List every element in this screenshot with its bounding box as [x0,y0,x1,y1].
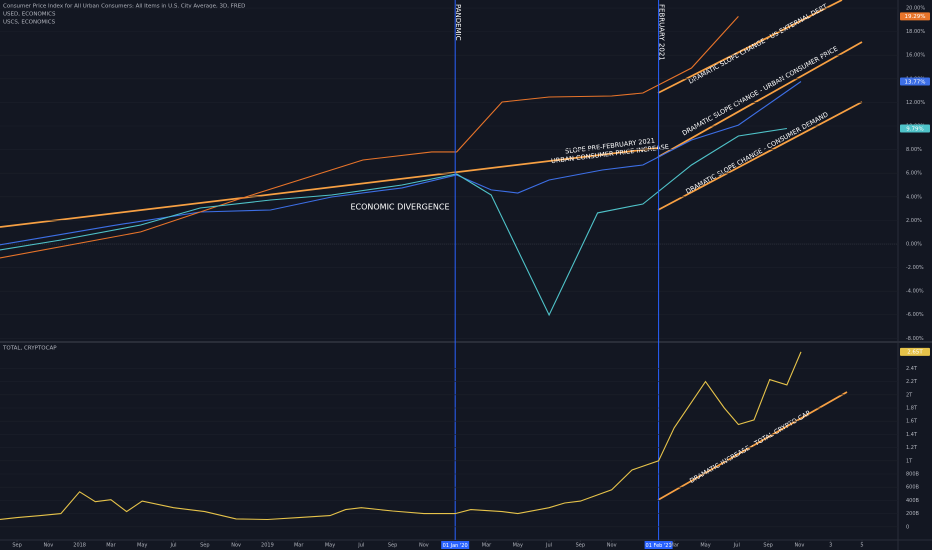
trend-line [657,0,843,94]
marker-text: PANDEMIC [454,4,462,41]
y-tick-label: 2.00% [906,218,922,224]
price-badge-label: 2.65T [907,350,923,356]
y-tick-label: 12.00% [906,100,925,106]
x-tick-label: 3 [829,543,832,549]
x-tick-label: May [325,543,335,549]
y-tick-label: -6.00% [906,312,924,318]
x-tick-label: Nov [231,543,241,549]
x-tick-label: Nov [419,543,429,549]
x-tick-label: 2018 [73,543,86,549]
y-tick-label: 2T [906,392,913,398]
y-tick-label: 1.4T [906,432,918,438]
y-tick-label: 1.2T [906,445,918,451]
x-tick-label: Sep [200,543,209,549]
x-tick-label: Mar [294,543,304,549]
y-tick-label: 18.00% [906,29,925,35]
y-tick-label: 1T [906,458,913,464]
x-tick-label: Sep [388,543,397,549]
x-tick-label: Jul [357,543,364,549]
y-tick-label: 1.6T [906,419,918,425]
price-badge [900,124,930,133]
x-tick-label: Nov [607,543,617,549]
annotation: ECONOMIC DIVERGENCE [350,203,449,212]
y-tick-label: -8.00% [906,336,924,342]
marker-label: 01 Jan '20 [443,543,468,549]
x-tick-label: Jul [733,543,740,549]
marker-badge [644,541,673,549]
x-tick-label: Sep [12,543,21,549]
x-tick-label: Nov [43,543,53,549]
legend-entry: USED, ECONOMICS [3,12,56,18]
price-badge-label: 9.79% [906,126,923,132]
legend-entry: Consumer Price Index for All Urban Consu… [3,4,245,10]
x-tick-label: Sep [763,543,772,549]
y-tick-label: 16.00% [906,53,925,59]
x-tick-label: May [137,543,147,549]
price-badge-label: 19.29% [905,14,926,20]
x-tick-label: Jul [545,543,552,549]
marker-label: 01 Feb '21 [646,543,672,549]
price-badge [900,347,930,356]
legend-entry: TOTAL, CRYPTOCAP [2,346,57,352]
y-tick-label: 2.4T [906,366,918,372]
y-tick-label: 0 [906,524,909,530]
marker-text: FEBRUARY 2021 [658,4,666,61]
y-tick-label: 800B [906,472,920,478]
x-tick-label: May [513,543,523,549]
y-tick-label: 400B [906,498,920,504]
y-tick-label: 4.00% [906,194,922,200]
y-tick-label: 200B [906,511,920,517]
series-line [0,127,787,317]
y-tick-label: 1.8T [906,406,918,412]
x-tick-label: 5 [860,543,863,549]
y-tick-label: 8.00% [906,147,922,153]
x-tick-label: Mar [106,543,116,549]
x-tick-label: Mar [670,543,680,549]
series-line [0,351,802,521]
x-tick-label: May [700,543,710,549]
trend-line [657,391,848,501]
marker-badge [441,541,470,549]
trend-line [0,147,659,228]
y-tick-label: 600B [906,485,920,491]
trend-line [657,101,863,211]
y-tick-label: -4.00% [906,289,924,295]
legend-entry: USCS, ECONOMICS [3,20,56,26]
y-tick-label: 20.00% [906,6,925,12]
x-tick-label: Jul [170,543,177,549]
y-tick-label: 2.2T [906,379,918,385]
price-badge-label: 13.77% [905,79,926,85]
y-tick-label: -2.00% [906,265,924,271]
price-badge [900,12,930,21]
x-tick-label: Mar [482,543,492,549]
x-tick-label: 2019 [261,543,274,549]
trend-line [657,41,863,158]
y-tick-label: 0.00% [906,241,922,247]
x-tick-label: Sep [576,543,585,549]
x-tick-label: Nov [795,543,805,549]
series-line [0,81,802,246]
y-tick-label: 6.00% [906,171,922,177]
price-badge [900,77,930,86]
